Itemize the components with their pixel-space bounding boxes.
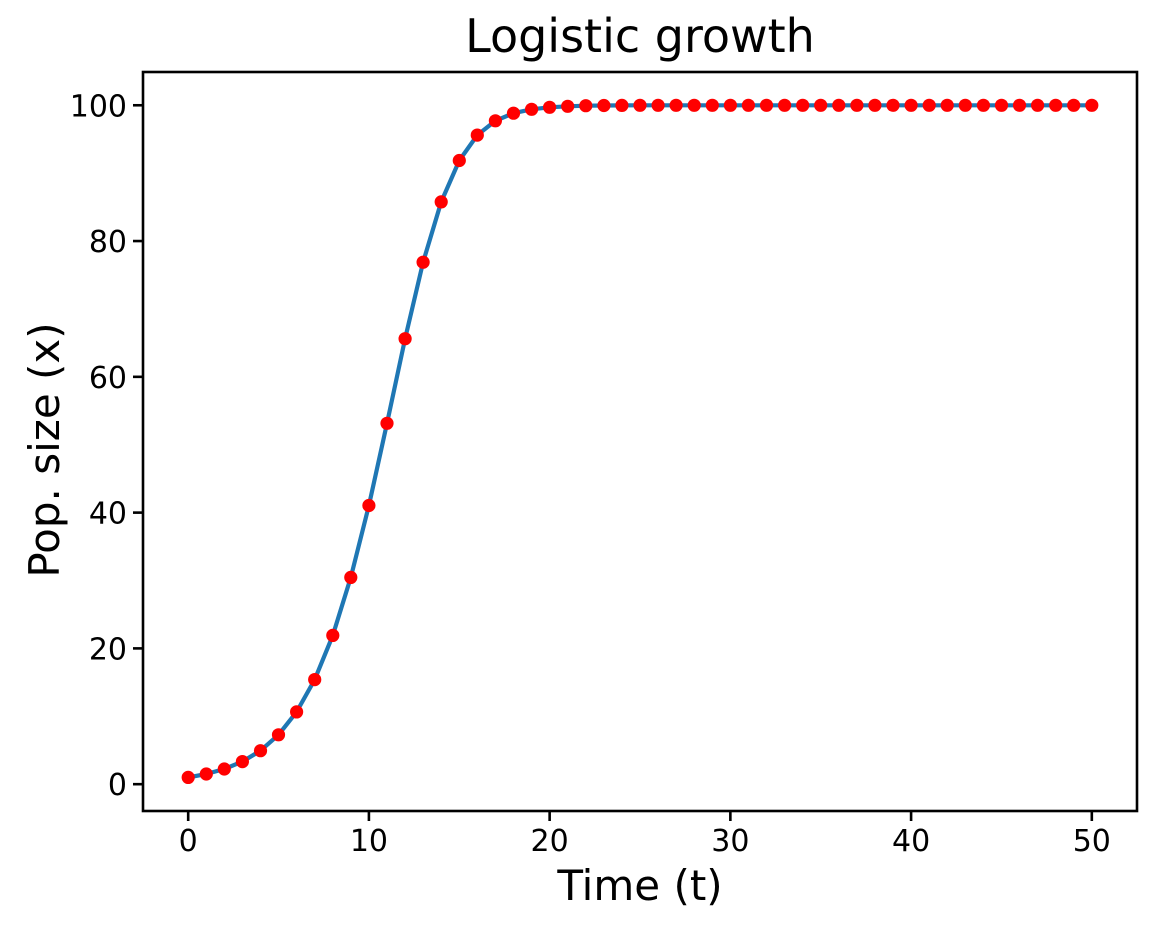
x-tick-label: 0 — [179, 824, 198, 859]
data-point — [615, 98, 629, 112]
data-point — [886, 98, 900, 112]
data-point — [253, 744, 268, 758]
x-axis-label: Time (t) — [557, 861, 723, 910]
data-point — [199, 767, 213, 781]
data-point — [308, 673, 322, 687]
data-point — [434, 195, 448, 209]
data-point — [380, 416, 394, 430]
data-point — [597, 98, 611, 113]
axes-spines — [141, 70, 1139, 813]
data-point — [705, 98, 719, 112]
data-point — [1067, 98, 1081, 112]
data-point — [326, 628, 340, 643]
series-line — [186, 103, 1094, 780]
data-point — [506, 106, 521, 120]
data-point — [271, 728, 286, 742]
data-point — [868, 98, 882, 112]
y-tick-label: 0 — [108, 768, 127, 803]
data-point — [452, 153, 466, 168]
data-point — [759, 98, 774, 112]
data-point — [687, 98, 701, 112]
data-point — [362, 498, 376, 513]
data-point — [488, 114, 502, 128]
y-tick-label: 80 — [89, 225, 127, 260]
data-point — [579, 99, 593, 113]
x-tick-label: 10 — [350, 824, 388, 859]
data-point — [633, 98, 647, 112]
data-point — [723, 98, 738, 112]
x-tick-label: 50 — [1073, 824, 1111, 859]
x-tick-label: 30 — [711, 824, 749, 859]
data-point — [922, 98, 936, 112]
data-point — [669, 98, 683, 112]
data-point — [778, 98, 792, 112]
y-tick-label: 40 — [89, 497, 127, 532]
y-tick-label: 100 — [70, 89, 127, 124]
y-tick-label: 60 — [89, 361, 127, 396]
data-point — [994, 98, 1009, 112]
data-point — [217, 762, 231, 776]
data-point — [1085, 98, 1099, 112]
data-point — [1031, 98, 1045, 112]
data-point — [1049, 98, 1063, 112]
data-point — [543, 100, 557, 114]
chart-title: Logistic growth — [465, 9, 815, 63]
data-point — [850, 98, 864, 112]
data-point — [814, 98, 828, 112]
x-tick-label: 20 — [531, 824, 569, 859]
data-point — [976, 98, 991, 112]
data-point — [958, 98, 972, 112]
data-point — [741, 98, 756, 112]
data-point — [832, 98, 846, 112]
data-point — [344, 570, 358, 585]
x-tick-label: 40 — [892, 824, 930, 859]
data-point — [181, 770, 195, 785]
data-point — [416, 255, 430, 269]
data-point — [1012, 98, 1027, 112]
data-point — [398, 332, 412, 346]
data-point — [904, 98, 918, 112]
data-point — [561, 99, 575, 113]
data-point — [235, 755, 249, 769]
data-point — [525, 102, 539, 116]
data-point — [796, 98, 810, 112]
data-point — [470, 128, 484, 142]
data-point — [651, 98, 665, 112]
y-tick-label: 20 — [89, 632, 127, 667]
data-point — [940, 98, 954, 112]
data-point — [290, 705, 304, 719]
